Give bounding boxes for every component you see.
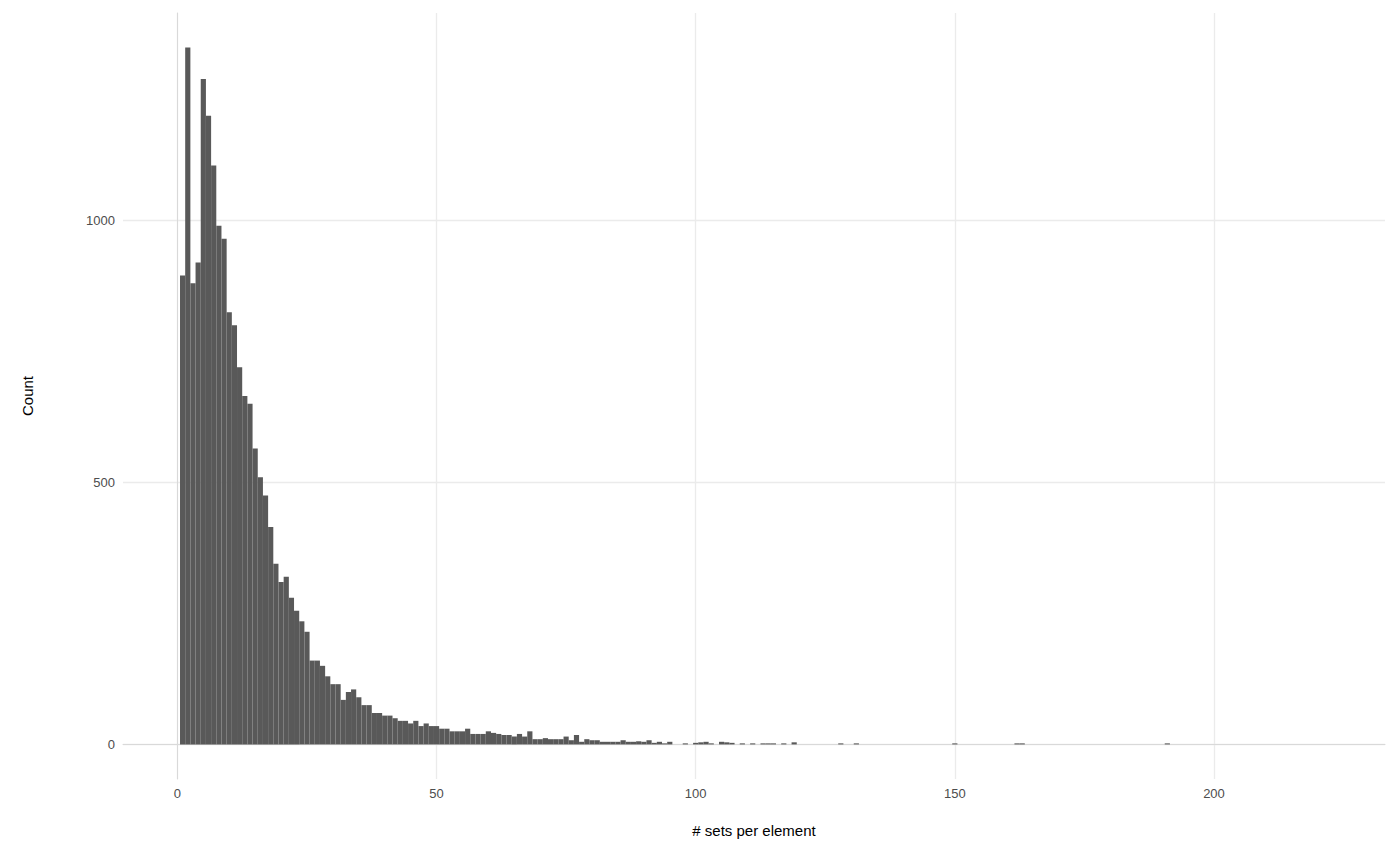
svg-text:150: 150 [944,786,966,801]
svg-text:0: 0 [108,737,115,752]
svg-text:50: 50 [429,786,443,801]
svg-text:1000: 1000 [86,213,115,228]
svg-text:# sets per element: # sets per element [692,822,816,839]
svg-text:200: 200 [1203,786,1225,801]
svg-text:100: 100 [685,786,707,801]
svg-text:0: 0 [174,786,181,801]
svg-text:Count: Count [19,375,36,416]
svg-text:500: 500 [93,475,115,490]
